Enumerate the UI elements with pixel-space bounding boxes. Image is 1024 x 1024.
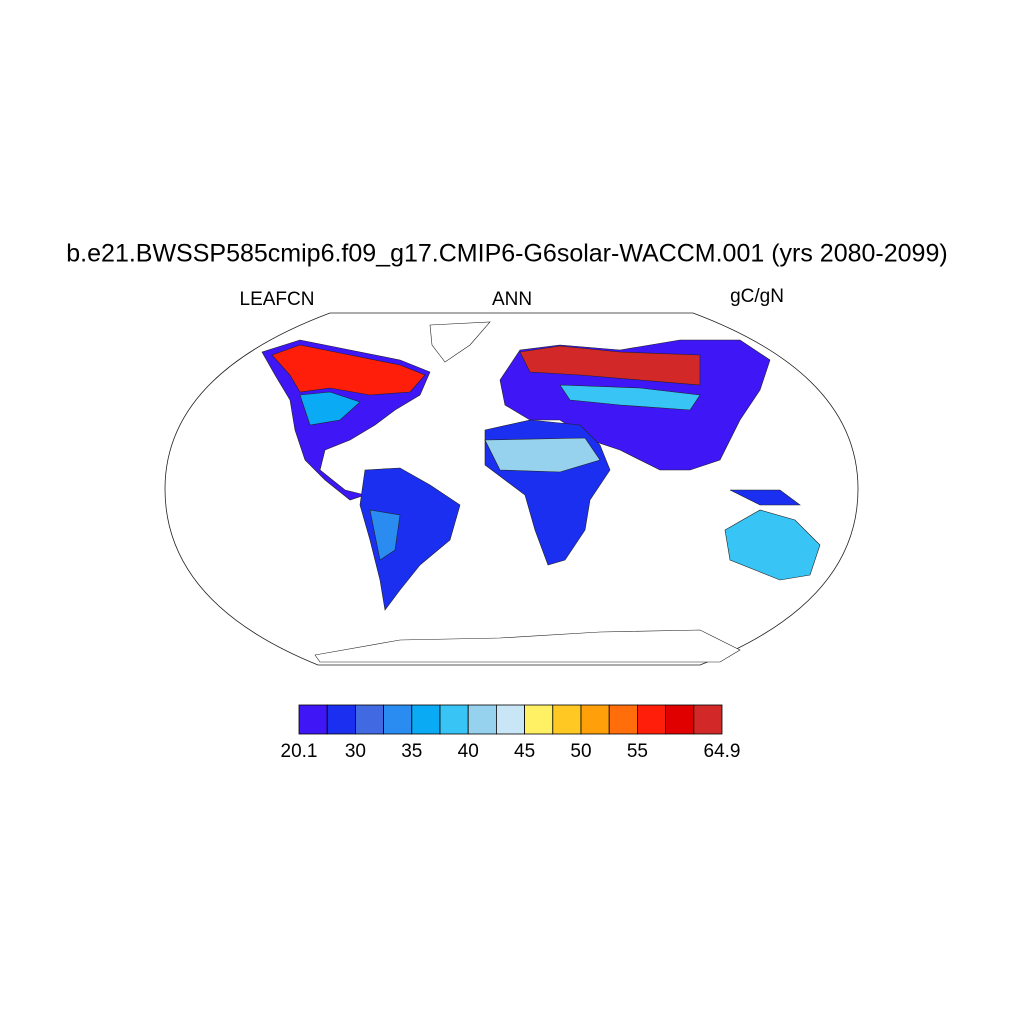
colorbar-box	[439, 704, 469, 735]
boreal-america	[271, 344, 426, 396]
central-asia	[559, 384, 701, 411]
colorbar-box	[326, 704, 356, 735]
title: b.e21.BWSSP585cmip6.f09_g17.CMIP6-G6sola…	[66, 240, 947, 268]
map	[164, 312, 859, 666]
colorbar-box	[524, 704, 554, 735]
colorbar-box	[411, 704, 441, 735]
colorbar: 20.1 30 35 40 45 50 55 64.9	[281, 704, 741, 762]
colorbar-tick-label: 30	[345, 741, 366, 762]
australia	[724, 509, 821, 581]
colorbar-box	[383, 704, 413, 735]
andes	[369, 509, 401, 561]
colorbar-box	[354, 704, 384, 735]
left-label: LEAFCN	[240, 289, 315, 310]
colorbar-box	[693, 704, 723, 735]
colorbar-box	[580, 704, 610, 735]
sahel	[484, 437, 601, 473]
colorbar-box	[495, 704, 525, 735]
colorbar-tick-label: 50	[570, 741, 591, 762]
colorbar-box	[637, 704, 667, 735]
greenland	[429, 321, 491, 363]
colorbar-box	[467, 704, 497, 735]
colorbar-tick-label: 55	[627, 741, 648, 762]
antarctica	[314, 629, 741, 663]
right-label: gC/gN	[730, 286, 784, 307]
colorbar-tick-label: 40	[458, 741, 479, 762]
colorbar-box	[298, 704, 328, 735]
colorbar-box	[552, 704, 582, 735]
colorbar-box	[665, 704, 695, 735]
colorbar-tick-label: 45	[514, 741, 535, 762]
west-america	[299, 391, 361, 426]
center-label: ANN	[492, 289, 532, 310]
colorbar-box	[608, 704, 638, 735]
colorbar-tick-label: 64.9	[704, 741, 741, 762]
colorbar-tick-label: 35	[401, 741, 422, 762]
south-america	[359, 467, 461, 611]
indonesia	[729, 489, 801, 506]
colorbar-tick-label: 20.1	[281, 741, 318, 762]
boreal-eurasia	[519, 345, 701, 386]
